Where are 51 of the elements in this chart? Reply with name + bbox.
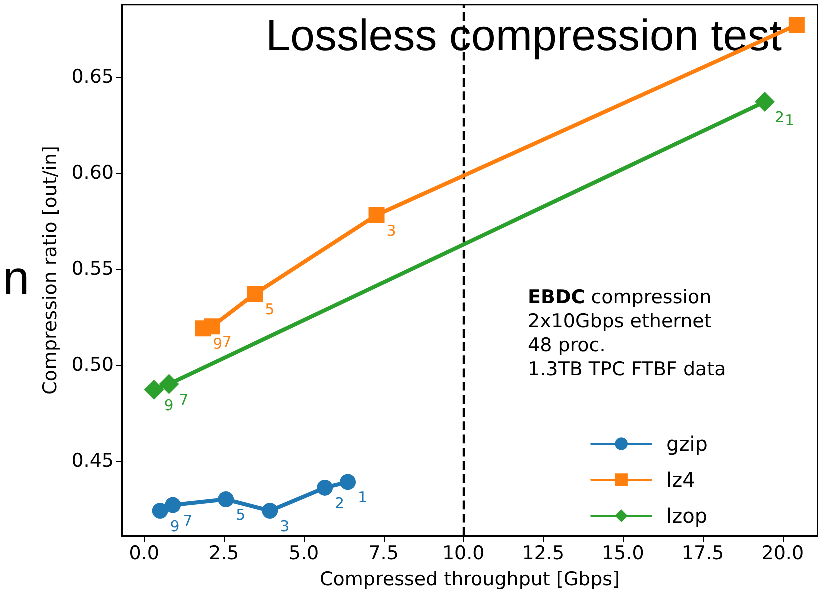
point	[152, 503, 168, 520]
point	[165, 497, 182, 514]
point	[317, 480, 334, 496]
x-tick-label: 12.5	[522, 542, 565, 564]
annotation: 1	[785, 111, 795, 130]
legend-label: lz4	[666, 468, 696, 492]
annotation: 7	[183, 512, 193, 530]
annotation: 9	[170, 518, 180, 536]
annotation: 2	[775, 108, 785, 126]
annotation: 5	[265, 300, 275, 319]
annotation: 3	[386, 222, 396, 240]
point	[368, 207, 385, 224]
annotation: 1.3TB TPC FTBF data	[528, 358, 726, 380]
point	[262, 503, 278, 520]
text: n	[3, 252, 30, 306]
y-axis-title: Compression ratio [out/in]	[40, 146, 62, 395]
annotation: 48 proc.	[528, 334, 606, 356]
annotation: 5	[236, 506, 246, 524]
point	[247, 286, 264, 302]
annotation: 2x10Gbps ethernet	[528, 310, 712, 332]
legend-label: lzop	[666, 504, 708, 528]
y-tick-label: 0.65	[72, 66, 114, 88]
annotation: 9	[164, 396, 174, 415]
point	[340, 474, 356, 490]
annotation: 1	[358, 488, 368, 507]
x-tick-label: 17.5	[682, 542, 724, 564]
point	[159, 374, 180, 394]
annotation: EBDC compression	[528, 286, 712, 308]
x-axis-title: Compressed throughput [Gbps]	[320, 568, 620, 590]
point	[144, 380, 164, 400]
y-tick-label: 0.45	[72, 450, 114, 472]
point	[755, 92, 775, 112]
y-tick-label: 0.55	[72, 258, 114, 280]
point	[788, 17, 805, 34]
point	[204, 318, 220, 335]
x-tick-label: 0.0	[129, 542, 160, 564]
annotation: 7	[222, 333, 232, 352]
y-tick-label: 0.50	[72, 354, 114, 376]
x-tick-label: 7.5	[368, 542, 399, 564]
point	[218, 492, 234, 508]
x-tick-label: 20.0	[762, 542, 804, 564]
y-tick-label: 0.60	[72, 162, 114, 184]
annotation: 9	[213, 335, 223, 354]
annotation: 2	[335, 494, 345, 512]
annotation: 7	[179, 390, 189, 409]
x-tick-label: 5.0	[288, 542, 320, 564]
x-tick-label: 2.5	[209, 542, 240, 564]
annotation: 3	[280, 518, 290, 536]
legend-label: gzip	[666, 432, 708, 456]
x-tick-label: 10.0	[442, 542, 485, 564]
x-tick-label: 15.0	[602, 542, 644, 564]
